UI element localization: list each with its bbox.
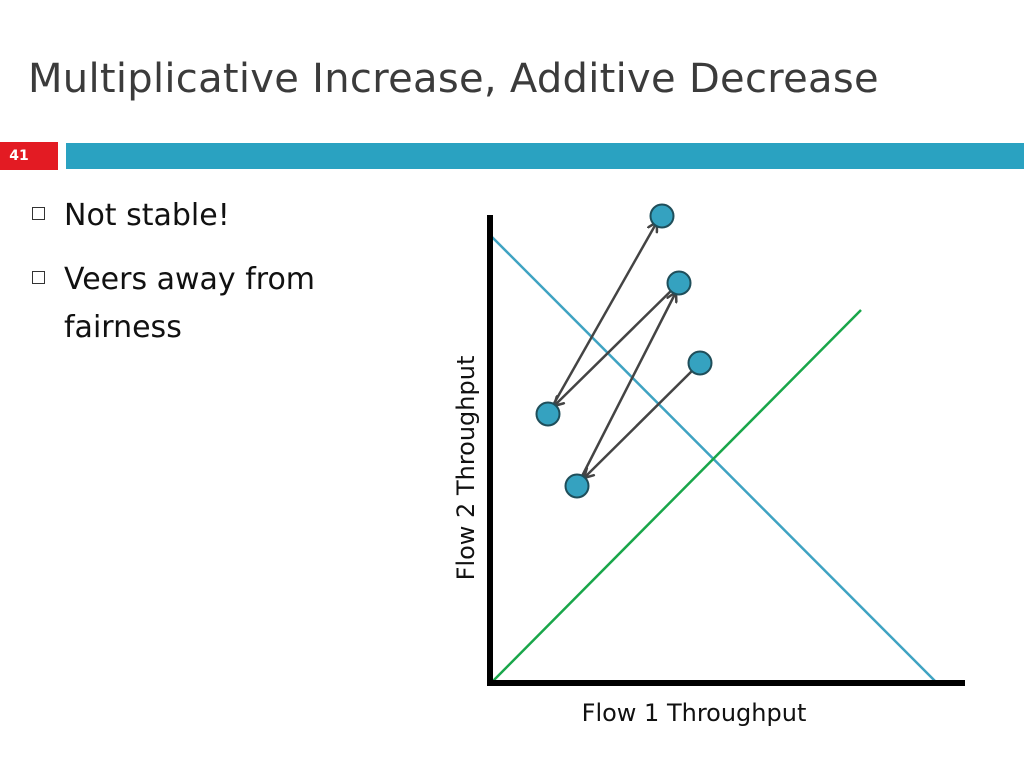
- x-axis-label: Flow 1 Throughput: [582, 699, 807, 727]
- trajectory-arrow: [584, 362, 701, 478]
- trajectory-arrow: [546, 222, 657, 415]
- bullet-list: Not stable! Veers away from fairness: [28, 192, 388, 368]
- trajectory-arrow: [575, 292, 676, 487]
- bullet-item: Veers away from fairness: [28, 256, 388, 352]
- fairness-line: [491, 309, 862, 683]
- trajectory-arrow: [554, 282, 680, 406]
- state-point: [666, 270, 692, 296]
- slide-number-badge: 41: [0, 142, 58, 170]
- title-accent-bar: [66, 143, 1024, 169]
- hollow-square-bullet-icon: [32, 271, 45, 284]
- state-point: [649, 203, 675, 229]
- bullet-text: Not stable!: [64, 198, 230, 233]
- y-axis-label: Flow 2 Throughput: [452, 356, 480, 581]
- slide-title: Multiplicative Increase, Additive Decrea…: [28, 56, 879, 102]
- bullet-text: Veers away from fairness: [64, 262, 316, 345]
- hollow-square-bullet-icon: [32, 207, 45, 220]
- bullet-item: Not stable!: [28, 192, 388, 240]
- state-point: [535, 401, 561, 427]
- state-point: [564, 473, 590, 499]
- state-point: [687, 350, 713, 376]
